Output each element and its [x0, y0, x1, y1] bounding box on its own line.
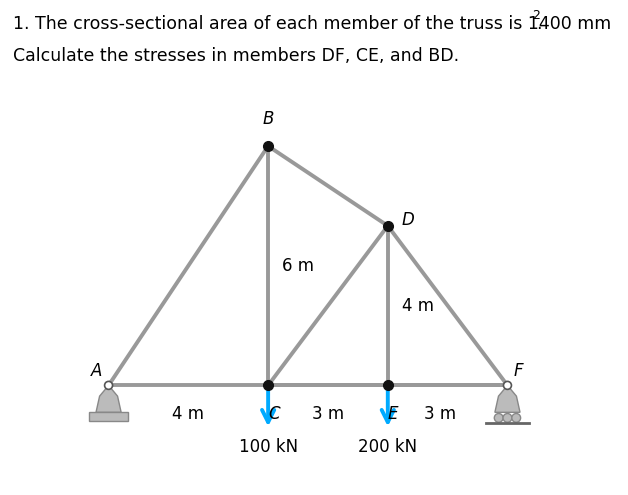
Text: E: E — [388, 405, 398, 423]
Circle shape — [503, 413, 512, 422]
Text: 4 m: 4 m — [172, 405, 204, 423]
Text: 4 m: 4 m — [402, 297, 434, 315]
Text: Calculate the stresses in members DF, CE, and BD.: Calculate the stresses in members DF, CE… — [13, 47, 458, 65]
Bar — [89, 412, 128, 421]
Text: 6 m: 6 m — [282, 257, 314, 275]
Text: F: F — [514, 362, 523, 381]
Text: A: A — [91, 362, 102, 381]
Text: B: B — [263, 110, 274, 128]
Circle shape — [512, 413, 521, 422]
Text: 1. The cross-sectional area of each member of the truss is 1400 mm: 1. The cross-sectional area of each memb… — [13, 15, 611, 33]
Text: 200 kN: 200 kN — [358, 438, 418, 456]
Text: D: D — [402, 211, 414, 229]
Polygon shape — [495, 386, 520, 412]
Circle shape — [105, 381, 112, 390]
Circle shape — [494, 413, 503, 422]
Text: 3 m: 3 m — [423, 405, 456, 423]
Circle shape — [504, 381, 511, 390]
Text: 2: 2 — [533, 9, 541, 22]
Polygon shape — [96, 386, 121, 412]
Text: .: . — [536, 15, 541, 33]
Text: 100 kN: 100 kN — [239, 438, 298, 456]
Text: 3 m: 3 m — [312, 405, 344, 423]
Text: C: C — [268, 405, 279, 423]
